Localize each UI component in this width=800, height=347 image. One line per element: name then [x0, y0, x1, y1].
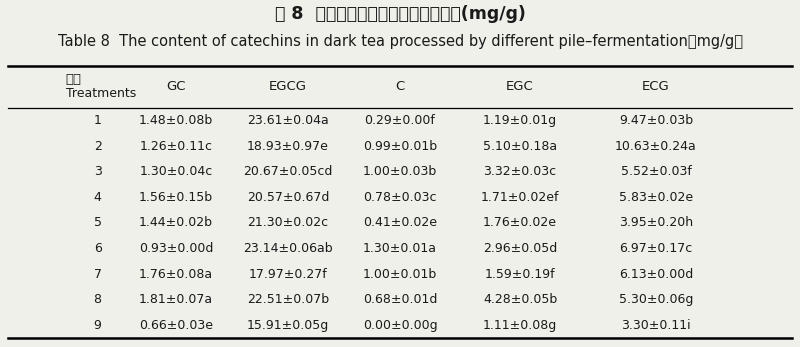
Text: 6.97±0.17c: 6.97±0.17c	[619, 242, 693, 255]
Text: 7: 7	[94, 268, 102, 281]
Text: 6: 6	[94, 242, 102, 255]
Text: 0.78±0.03c: 0.78±0.03c	[363, 191, 437, 204]
Text: 20.57±0.67d: 20.57±0.67d	[247, 191, 329, 204]
Text: 22.51±0.07b: 22.51±0.07b	[247, 293, 329, 306]
Text: GC: GC	[166, 80, 186, 93]
Text: 23.14±0.06ab: 23.14±0.06ab	[243, 242, 333, 255]
Text: 1.26±0.11c: 1.26±0.11c	[139, 139, 213, 153]
Text: 5.10±0.18a: 5.10±0.18a	[483, 139, 557, 153]
Text: 3.95±0.20h: 3.95±0.20h	[619, 217, 693, 229]
Text: 0.66±0.03e: 0.66±0.03e	[139, 319, 213, 332]
Text: 2: 2	[94, 139, 102, 153]
Text: 1.44±0.02b: 1.44±0.02b	[139, 217, 213, 229]
Text: EGCG: EGCG	[269, 80, 307, 93]
Text: 1.11±0.08g: 1.11±0.08g	[483, 319, 557, 332]
Text: ECG: ECG	[642, 80, 670, 93]
Text: 1: 1	[94, 114, 102, 127]
Text: 23.61±0.04a: 23.61±0.04a	[247, 114, 329, 127]
Text: 0.41±0.02e: 0.41±0.02e	[363, 217, 437, 229]
Text: 4.28±0.05b: 4.28±0.05b	[483, 293, 557, 306]
Text: 9.47±0.03b: 9.47±0.03b	[619, 114, 693, 127]
Text: 5: 5	[94, 217, 102, 229]
Text: 1.59±0.19f: 1.59±0.19f	[485, 268, 555, 281]
Text: 10.63±0.24a: 10.63±0.24a	[615, 139, 697, 153]
Text: 5.52±0.03f: 5.52±0.03f	[621, 165, 691, 178]
Text: 处理: 处理	[66, 73, 82, 86]
Text: 15.91±0.05g: 15.91±0.05g	[247, 319, 329, 332]
Text: 17.97±0.27f: 17.97±0.27f	[249, 268, 327, 281]
Text: 1.30±0.01a: 1.30±0.01a	[363, 242, 437, 255]
Text: 20.67±0.05cd: 20.67±0.05cd	[243, 165, 333, 178]
Text: 3.32±0.03c: 3.32±0.03c	[483, 165, 557, 178]
Text: 1.19±0.01g: 1.19±0.01g	[483, 114, 557, 127]
Text: 1.76±0.08a: 1.76±0.08a	[139, 268, 213, 281]
Text: Treatments: Treatments	[66, 87, 136, 100]
Text: 1.48±0.08b: 1.48±0.08b	[139, 114, 213, 127]
Text: 0.68±0.01d: 0.68±0.01d	[363, 293, 437, 306]
Text: 0.00±0.00g: 0.00±0.00g	[362, 319, 438, 332]
Text: 0.29±0.00f: 0.29±0.00f	[365, 114, 435, 127]
Text: 1.30±0.04c: 1.30±0.04c	[139, 165, 213, 178]
Text: Table 8  The content of catechins in dark tea processed by different pile–fermen: Table 8 The content of catechins in dark…	[58, 34, 742, 49]
Text: 1.76±0.02e: 1.76±0.02e	[483, 217, 557, 229]
Text: 1.81±0.07a: 1.81±0.07a	[139, 293, 213, 306]
Text: 0.99±0.01b: 0.99±0.01b	[363, 139, 437, 153]
Text: 1.56±0.15b: 1.56±0.15b	[139, 191, 213, 204]
Text: 5.30±0.06g: 5.30±0.06g	[619, 293, 693, 306]
Text: 6.13±0.00d: 6.13±0.00d	[619, 268, 693, 281]
Text: 4: 4	[94, 191, 102, 204]
Text: 3: 3	[94, 165, 102, 178]
Text: 3.30±0.11i: 3.30±0.11i	[621, 319, 691, 332]
Text: 0.93±0.00d: 0.93±0.00d	[139, 242, 213, 255]
Text: 表 8  不同渥堆处理黑茶的儿茶素含量(mg/g): 表 8 不同渥堆处理黑茶的儿茶素含量(mg/g)	[274, 5, 526, 23]
Text: 1.71±0.02ef: 1.71±0.02ef	[481, 191, 559, 204]
Text: 21.30±0.02c: 21.30±0.02c	[247, 217, 329, 229]
Text: 18.93±0.97e: 18.93±0.97e	[247, 139, 329, 153]
Text: 8: 8	[94, 293, 102, 306]
Text: 1.00±0.03b: 1.00±0.03b	[363, 165, 437, 178]
Text: 9: 9	[94, 319, 102, 332]
Text: C: C	[395, 80, 405, 93]
Text: EGC: EGC	[506, 80, 534, 93]
Text: 2.96±0.05d: 2.96±0.05d	[483, 242, 557, 255]
Text: 1.00±0.01b: 1.00±0.01b	[363, 268, 437, 281]
Text: 5.83±0.02e: 5.83±0.02e	[619, 191, 693, 204]
